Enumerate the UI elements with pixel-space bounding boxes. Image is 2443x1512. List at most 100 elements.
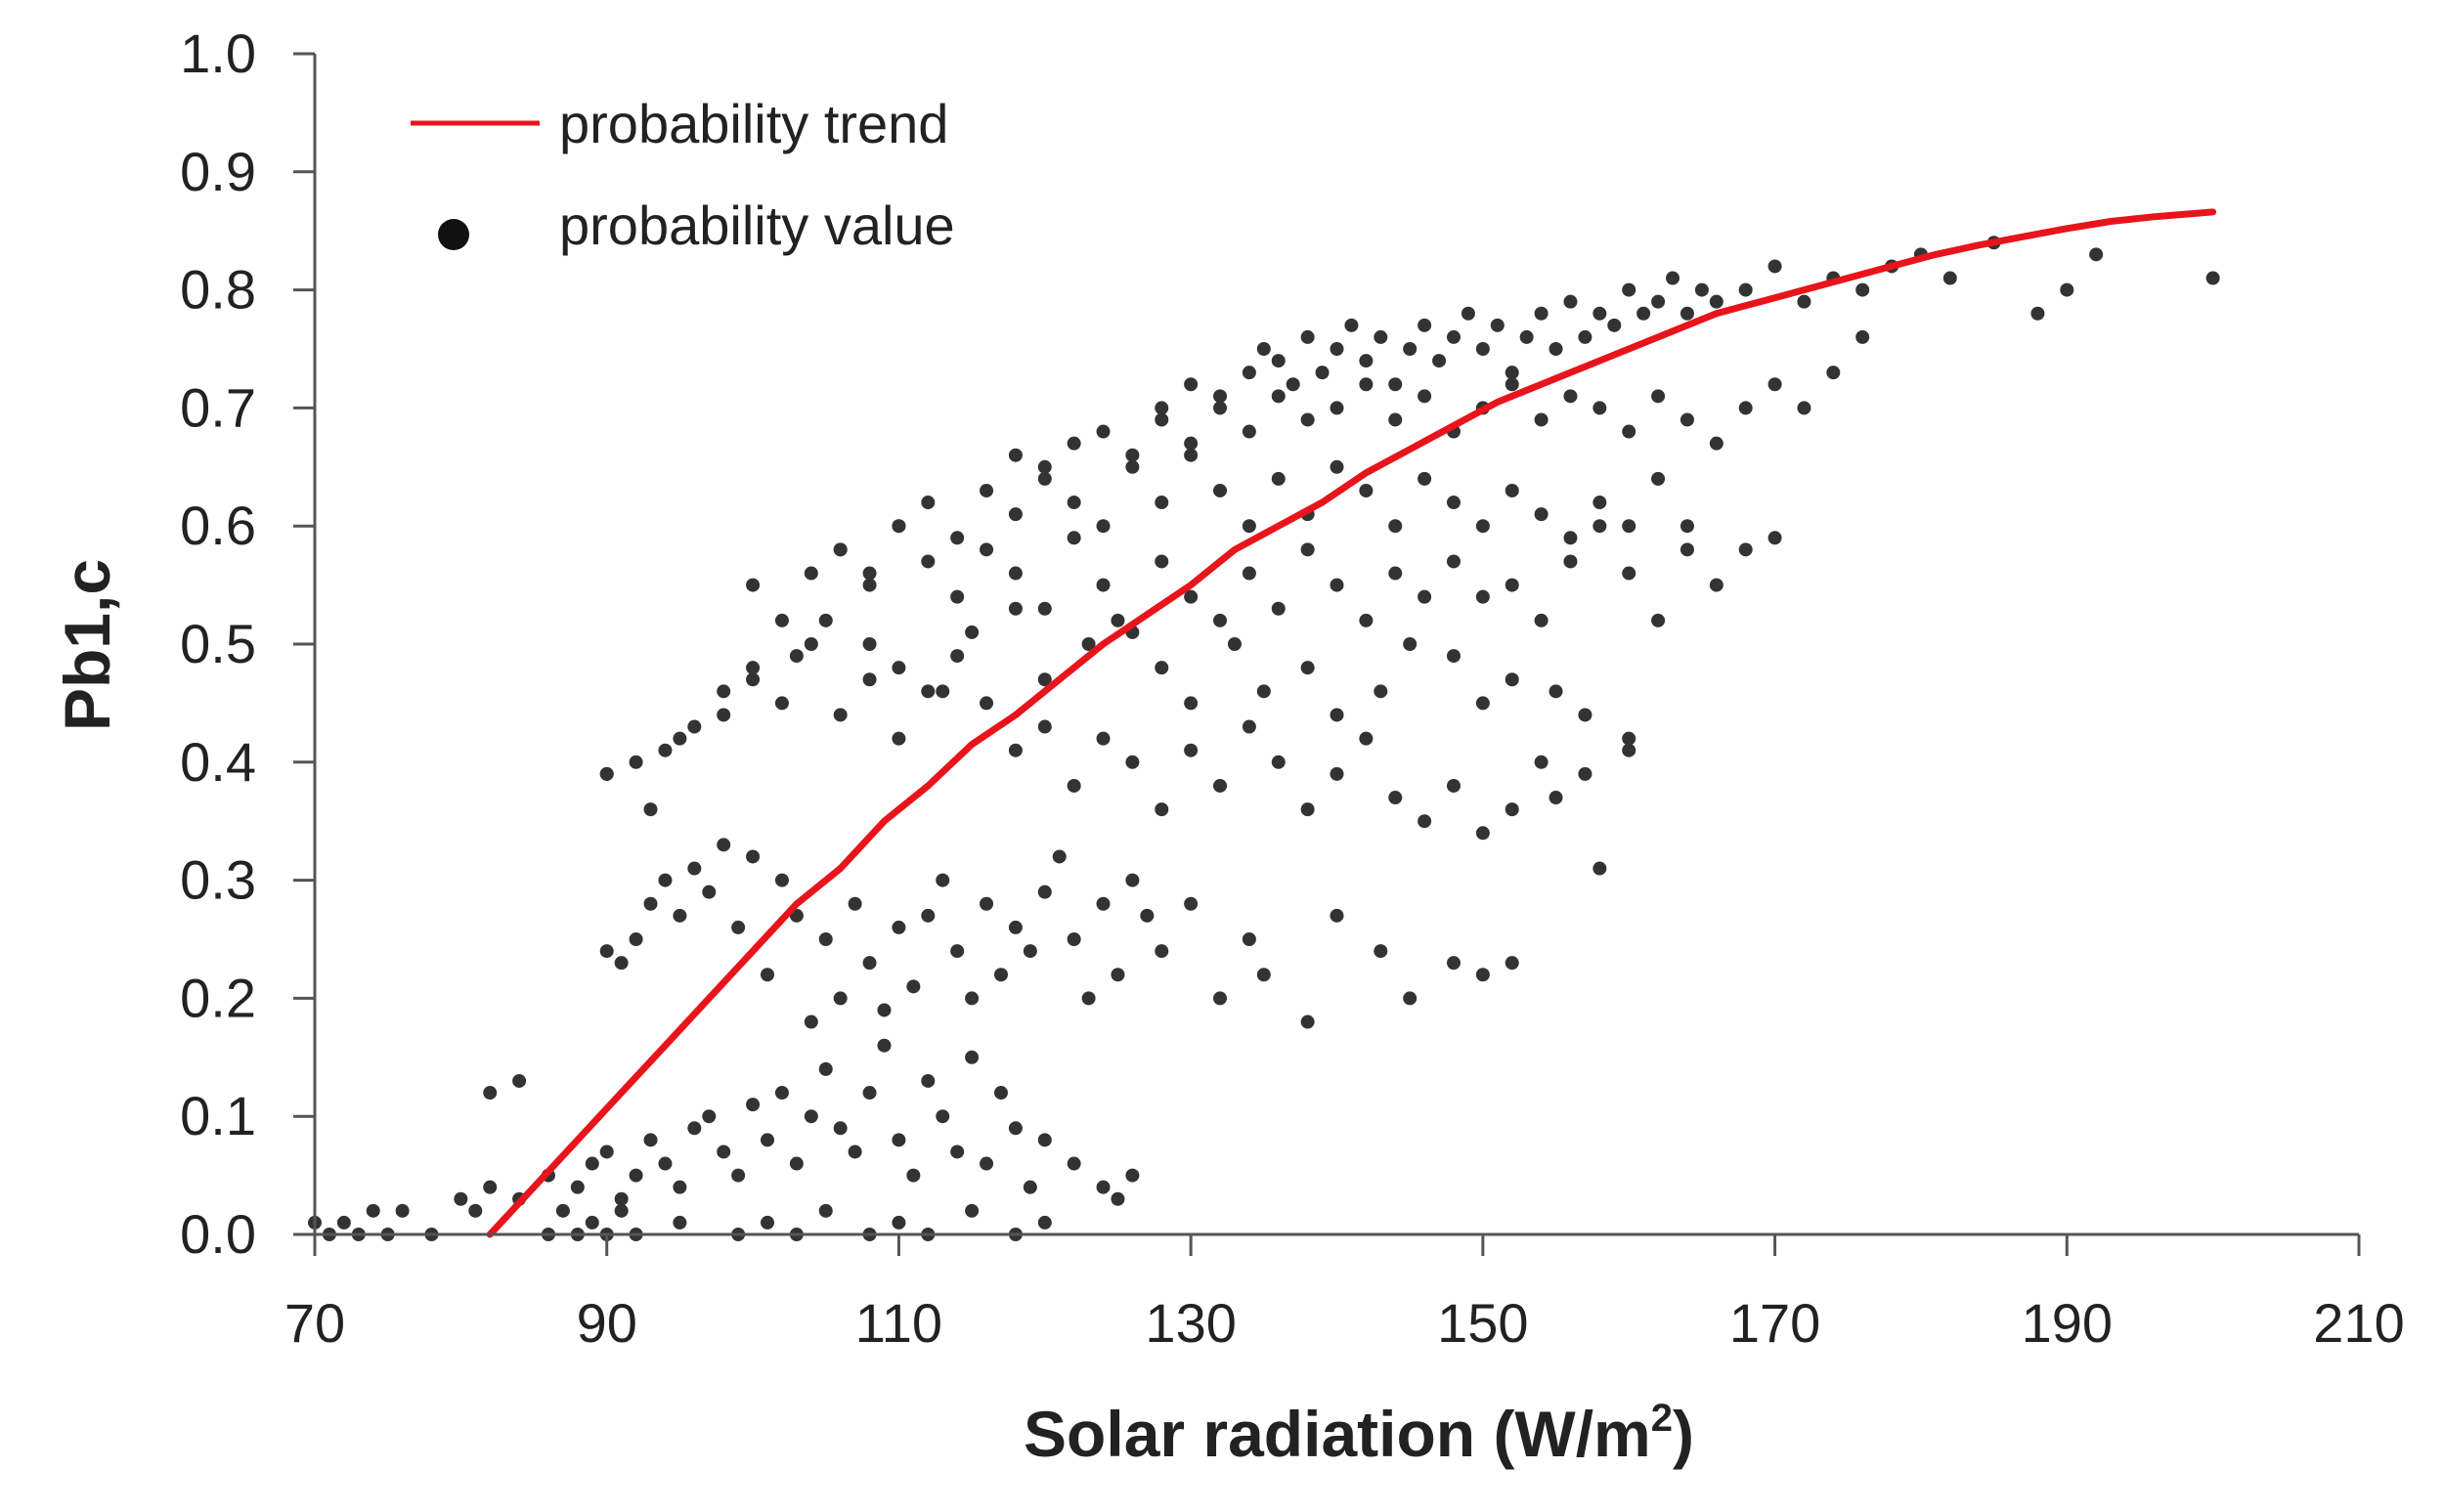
x-tick-label: 150	[1437, 1292, 1528, 1354]
data-point	[717, 1145, 731, 1159]
data-point	[585, 1156, 599, 1171]
data-point	[877, 1003, 892, 1017]
data-point	[1475, 519, 1490, 534]
data-point	[818, 1061, 833, 1076]
data-point	[936, 1109, 950, 1124]
data-point	[980, 542, 994, 557]
data-point	[1067, 932, 1081, 946]
y-axis-title: Pb1,c	[51, 559, 123, 731]
data-point	[512, 1073, 527, 1088]
data-point	[1008, 566, 1023, 581]
data-point	[1534, 412, 1549, 427]
data-point	[555, 1203, 570, 1218]
x-tick-label: 130	[1145, 1292, 1236, 1354]
data-point	[921, 1073, 936, 1088]
data-point	[1563, 554, 1578, 569]
data-point	[1505, 672, 1519, 687]
trend-line-layer	[486, 208, 2217, 1238]
data-point	[702, 1109, 717, 1124]
data-point	[1592, 496, 1607, 510]
data-point	[687, 861, 702, 876]
data-point	[1008, 920, 1023, 934]
data-point	[1330, 342, 1344, 356]
data-point	[746, 1098, 761, 1112]
data-point	[1271, 471, 1286, 486]
data-point	[1155, 944, 1169, 959]
data-point	[1622, 743, 1636, 757]
data-point	[746, 578, 761, 592]
x-axis-title-main: Solar radiation (W/m	[1024, 1398, 1651, 1470]
data-point	[717, 708, 731, 722]
data-point	[1096, 424, 1111, 439]
data-point	[1475, 968, 1490, 982]
data-point	[1213, 483, 1228, 497]
data-point	[1505, 578, 1519, 592]
data-point	[761, 1215, 775, 1230]
data-point	[1227, 637, 1242, 651]
data-point	[1680, 412, 1694, 427]
data-point	[1125, 755, 1140, 769]
data-point	[629, 932, 643, 946]
data-point	[1008, 743, 1023, 757]
data-point	[1213, 778, 1228, 793]
data-point	[1403, 342, 1418, 356]
data-point	[1592, 519, 1607, 534]
data-point	[921, 496, 936, 510]
data-point	[1111, 1191, 1125, 1206]
data-point	[643, 896, 658, 911]
data-point	[1680, 519, 1694, 534]
data-point	[1111, 613, 1125, 627]
data-point	[1388, 377, 1403, 392]
data-point	[862, 566, 877, 581]
data-point	[483, 1180, 498, 1194]
data-point	[1081, 991, 1096, 1006]
data-point	[818, 613, 833, 627]
data-point	[2089, 247, 2104, 262]
data-point	[1418, 318, 1432, 332]
data-point	[1096, 731, 1111, 746]
data-point	[1155, 661, 1169, 675]
data-point	[980, 896, 994, 911]
data-point	[833, 991, 848, 1006]
data-point	[892, 1215, 906, 1230]
data-point	[1213, 401, 1228, 415]
data-point	[1578, 329, 1592, 344]
y-tick-label: 0.7	[180, 376, 256, 438]
data-point	[921, 684, 936, 699]
data-point	[774, 613, 789, 627]
data-point	[818, 932, 833, 946]
x-tick-label: 190	[2022, 1292, 2113, 1354]
data-point	[1738, 282, 1753, 297]
data-point	[1300, 329, 1315, 344]
data-point	[717, 684, 731, 699]
x-axis-title-superscript: 2	[1651, 1397, 1673, 1440]
data-point	[336, 1215, 351, 1230]
data-point	[862, 637, 877, 651]
data-point	[1738, 401, 1753, 415]
x-ticks: 70 90 110 130 150 170 190 210	[284, 1234, 2405, 1354]
data-point	[1374, 684, 1388, 699]
data-point	[965, 991, 980, 1006]
data-point	[1592, 306, 1607, 321]
data-point	[1403, 637, 1418, 651]
data-point	[483, 1086, 498, 1101]
y-tick-label: 0.8	[180, 259, 256, 321]
data-point	[468, 1203, 483, 1218]
data-point	[950, 1145, 965, 1159]
data-point	[1242, 932, 1256, 946]
data-point	[1374, 944, 1388, 959]
data-point	[761, 1133, 775, 1147]
data-point	[1475, 589, 1490, 604]
data-point	[1184, 696, 1199, 711]
data-point	[950, 944, 965, 959]
data-point	[1184, 377, 1199, 392]
data-point	[950, 589, 965, 604]
data-point	[1213, 613, 1228, 627]
data-point	[906, 1168, 921, 1183]
data-point	[789, 1156, 804, 1171]
data-point	[1651, 294, 1666, 309]
data-point	[892, 731, 906, 746]
data-point	[1505, 483, 1519, 497]
data-point	[1359, 731, 1374, 746]
